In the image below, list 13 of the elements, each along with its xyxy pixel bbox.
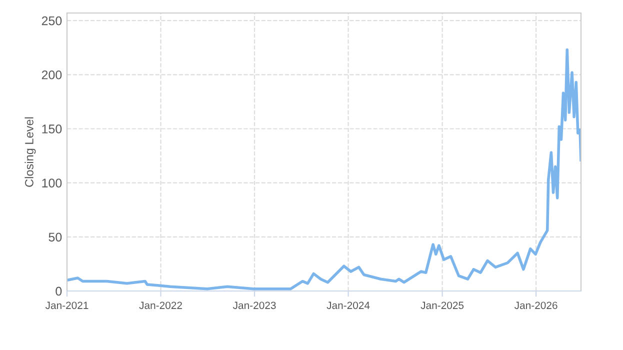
x-tick-label: Jan-2022 xyxy=(139,302,182,310)
y-tick-label: 150 xyxy=(42,124,62,134)
y-tick-label: 50 xyxy=(48,232,62,242)
y-tick-label: 200 xyxy=(42,70,62,80)
y-tick-label: 250 xyxy=(42,16,62,26)
y-tick-label: 100 xyxy=(42,178,62,188)
y-axis-title: Closing Level xyxy=(24,117,36,187)
x-tick-label: Jan-2021 xyxy=(45,302,88,310)
x-tick-label: Jan-2024 xyxy=(326,302,370,310)
y-tick-label: 0 xyxy=(56,286,62,296)
x-tick-label: Jan-2025 xyxy=(420,302,464,310)
x-tick-label: Jan-2026 xyxy=(514,302,558,310)
x-tick-label: Jan-2023 xyxy=(232,302,276,310)
